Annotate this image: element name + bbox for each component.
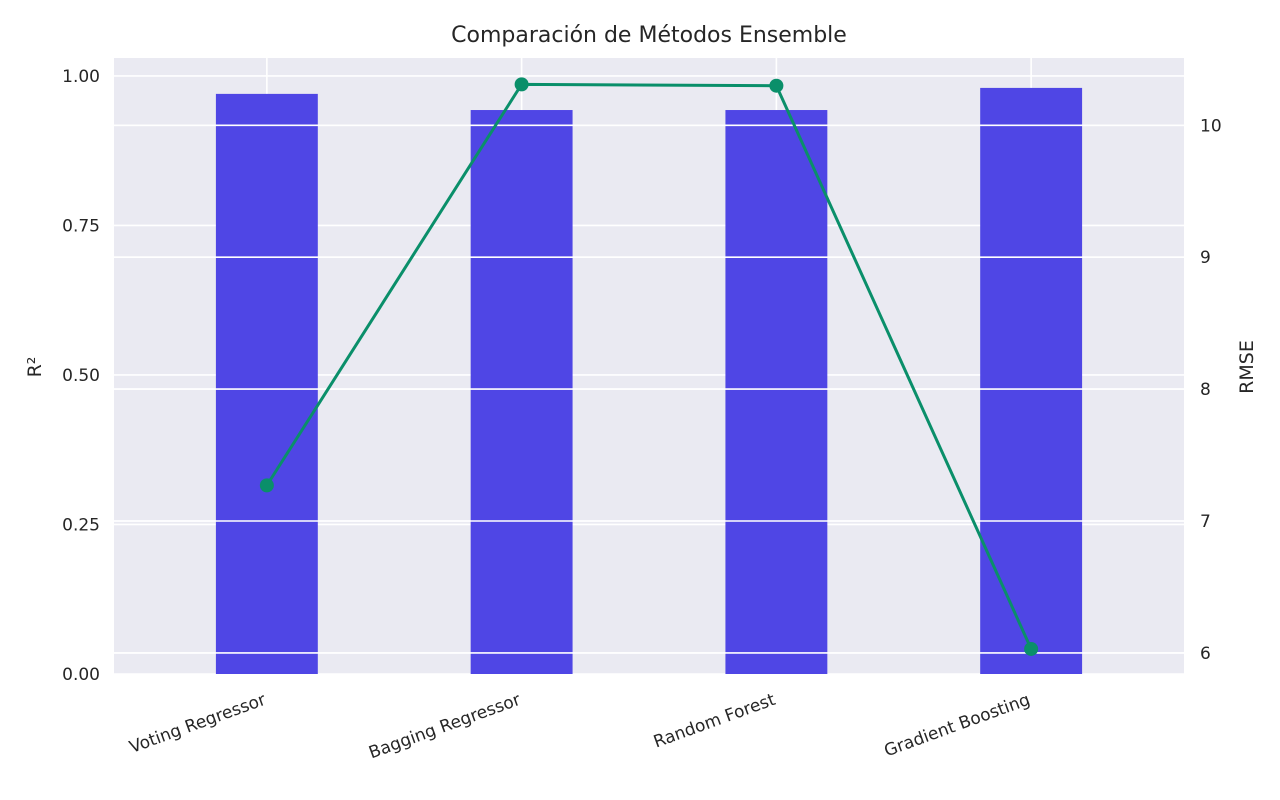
right-gridlines-overlay [114,124,1184,654]
left-tick-label: 0.25 [62,515,100,535]
rmse-point [514,77,529,92]
right-tick-label: 8 [1200,380,1211,400]
rmse-point [1024,641,1039,656]
category-tick-label: Random Forest [651,690,778,753]
bar [980,87,1083,675]
category-tick-label: Voting Regressor [127,690,269,758]
left-tick-label: 0.00 [62,665,100,685]
line-series [114,77,1184,656]
right-tick-label: 10 [1200,116,1222,136]
right-axis-label: RMSE [1236,340,1258,394]
bar [725,110,828,674]
left-tick-label: 0.75 [62,216,100,236]
bar [470,110,573,674]
rmse-point [259,478,274,493]
right-tick-label: 9 [1200,248,1211,268]
bar-series [215,87,1083,675]
rmse-point [769,78,784,93]
left-tick-label: 0.50 [62,366,100,386]
left-tick-label: 1.00 [62,67,100,87]
bar [215,93,318,675]
right-tick-label: 7 [1200,512,1211,532]
category-tick-label: Gradient Boosting [882,690,1033,761]
category-axis-ticks: Voting Regressor Bagging Regressor Random … [127,690,1033,764]
right-tick-label: 6 [1200,644,1211,664]
category-tick-label: Bagging Regressor [366,690,523,763]
chart-title: Comparación de Métodos Ensemble [451,23,847,48]
left-axis-label: R² [24,357,46,378]
right-axis-ticks: 6 7 8 9 10 [1200,116,1222,664]
rmse-line [265,82,1033,650]
left-axis-ticks: 0.00 0.25 0.50 0.75 1.00 [62,67,100,685]
